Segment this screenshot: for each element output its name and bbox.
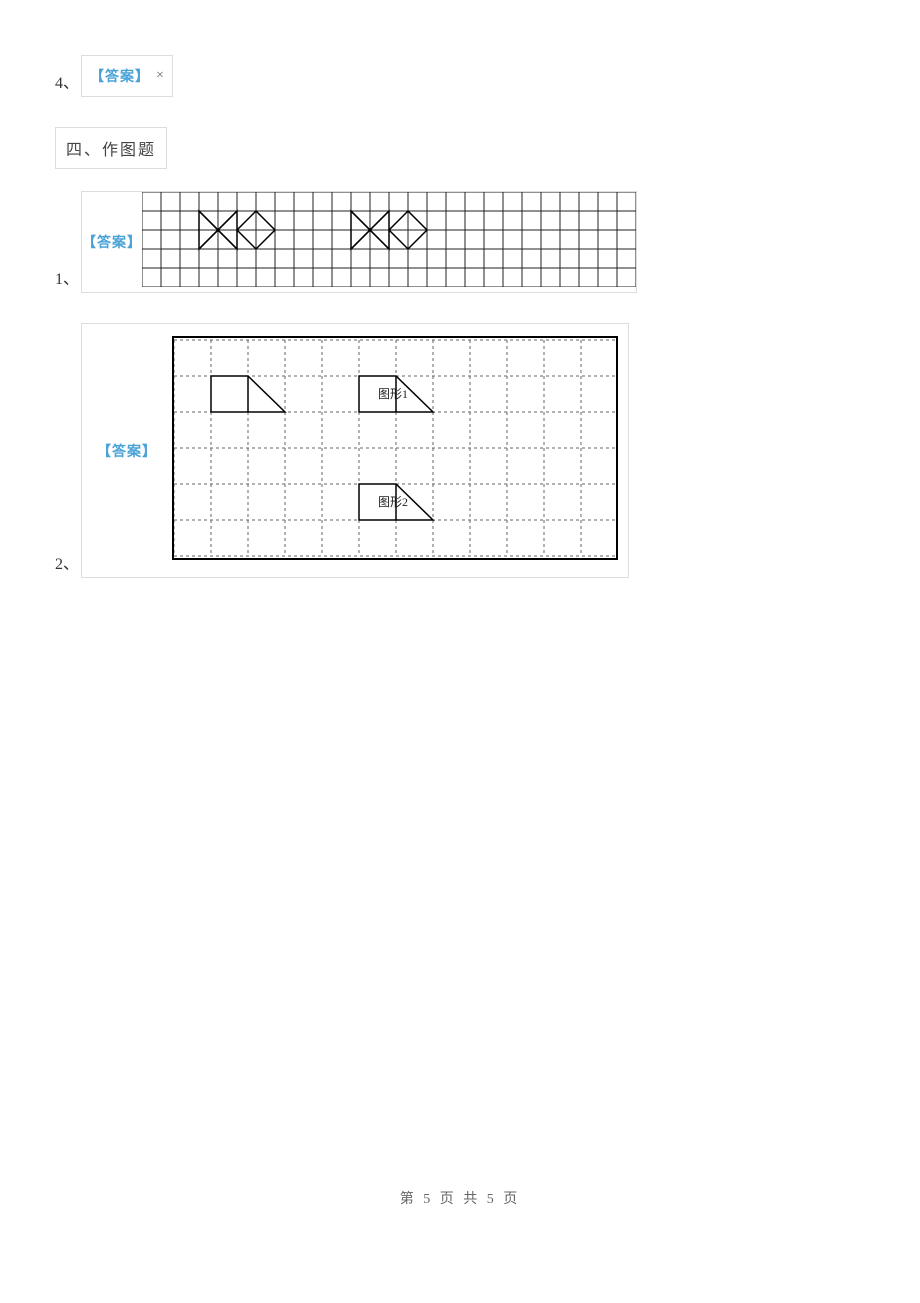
diagram-2: 图形1 图形2 (172, 330, 628, 571)
item-number: 2、 (55, 550, 79, 578)
svg-text:图形1: 图形1 (378, 387, 408, 401)
answer-box: 【答案】 × (81, 55, 173, 97)
page-footer: 第 5 页 共 5 页 (0, 1188, 920, 1208)
item-number: 4、 (55, 69, 79, 97)
svg-text:图形2: 图形2 (378, 495, 408, 509)
answer-diagram-box: 【答案】 (81, 191, 637, 293)
answer-text: × (156, 68, 164, 84)
question-item-2: 2、 【答案】 图形1 图形2 (55, 323, 865, 578)
diagram-1 (142, 192, 636, 292)
question-item-1: 1、 【答案】 (55, 191, 865, 293)
answer-label: 【答案】 (90, 66, 150, 86)
section-header: 四、作图题 (55, 127, 167, 169)
answer-diagram-box: 【答案】 图形1 图形2 (81, 323, 629, 578)
answer-label: 【答案】 (97, 441, 157, 461)
answer-label: 【答案】 (82, 232, 142, 252)
question-item-4: 4、 【答案】 × (55, 55, 865, 97)
item-number: 1、 (55, 265, 79, 293)
